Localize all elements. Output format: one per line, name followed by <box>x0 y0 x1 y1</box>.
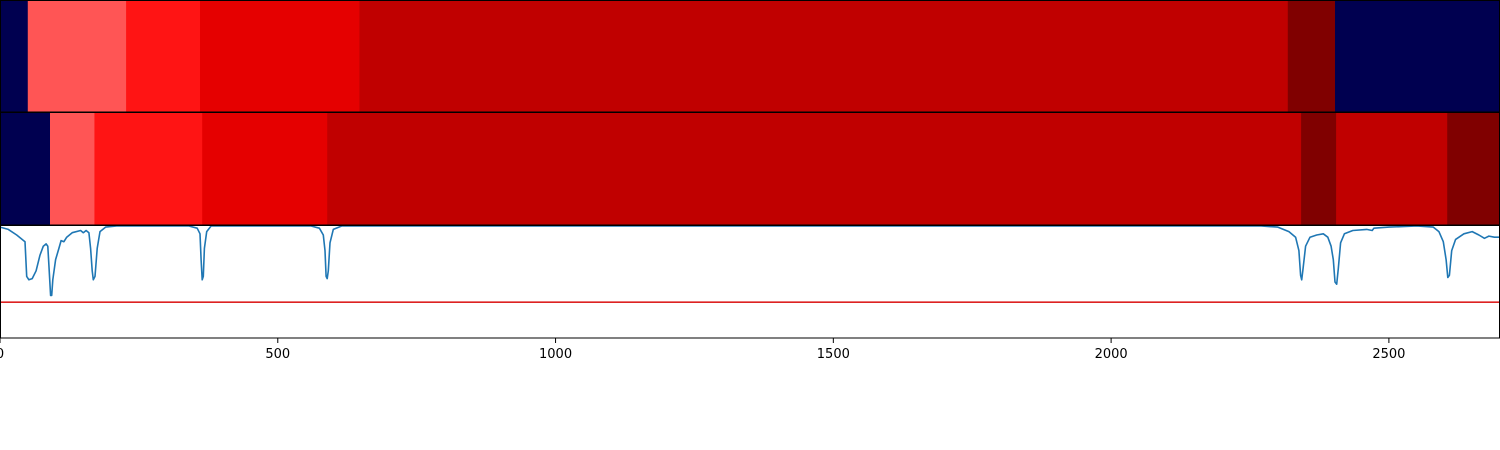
track-1-segment <box>27 1 127 112</box>
series-line <box>0 225 1500 297</box>
heatmap-track-2 <box>0 113 1500 225</box>
heatmap-track-1 <box>0 1 1500 112</box>
track-2-segment <box>50 113 95 225</box>
x-tick-label: 0 <box>0 347 4 362</box>
track-2-segment <box>202 113 328 225</box>
track-1-segment <box>126 1 201 112</box>
track-2-segment <box>1336 113 1448 225</box>
track-1-segment <box>359 1 1289 112</box>
track-1-segment <box>200 1 360 112</box>
panel-frame-3 <box>0 225 1500 339</box>
line-panel <box>0 225 1500 303</box>
track-2-segment <box>1301 113 1337 225</box>
x-axis: 0 500 1000 1500 2000 2500 <box>0 338 1405 362</box>
x-tick-label: 1000 <box>539 347 572 362</box>
track-2-segment <box>94 113 203 225</box>
track-1-segment <box>1287 1 1336 112</box>
track-1-segment <box>0 1 29 112</box>
track-2-segment <box>327 113 1302 225</box>
x-tick-label: 2500 <box>1372 347 1405 362</box>
x-tick-label: 2000 <box>1095 347 1128 362</box>
x-tick-label: 1500 <box>817 347 850 362</box>
x-tick-label: 500 <box>265 347 290 362</box>
track-2-segment <box>1447 113 1500 225</box>
track-1-segment <box>1335 1 1500 112</box>
track-2-segment <box>0 113 51 225</box>
